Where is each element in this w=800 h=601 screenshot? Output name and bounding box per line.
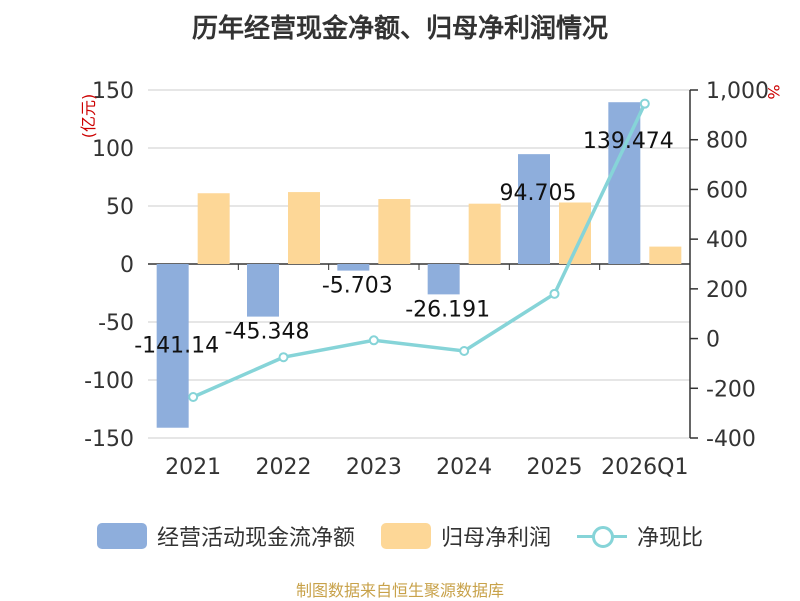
chart-title: 历年经营现金净额、归母净利润情况 <box>191 14 608 44</box>
bar-net-profit <box>288 192 320 264</box>
bar-cashflow <box>427 264 460 295</box>
x-tick-label: 2022 <box>256 455 312 480</box>
left-tick-label: 50 <box>106 195 134 220</box>
legend: 经营活动现金流净额 归母净利润 净现比 <box>0 516 800 556</box>
x-tick-label: 2023 <box>346 455 402 480</box>
bar-cashflow <box>247 264 279 317</box>
point-cash-ratio <box>278 352 289 363</box>
right-tick-label: 800 <box>706 129 748 154</box>
right-tick-label: -400 <box>706 427 756 452</box>
left-tick-label: -150 <box>84 427 134 452</box>
left-tick-label: -50 <box>98 311 134 336</box>
legend-swatch-cash-ratio <box>577 523 627 549</box>
point-cash-ratio <box>368 335 379 346</box>
right-axis-unit: % <box>764 84 783 99</box>
legend-label-cashflow: 经营活动现金流净额 <box>156 526 355 551</box>
point-cash-ratio <box>188 391 199 402</box>
x-tick-label: 2024 <box>436 455 492 480</box>
bar-net-profit <box>378 199 411 264</box>
point-cash-ratio <box>459 346 470 356</box>
x-tick-label: 2025 <box>527 455 583 480</box>
left-axis-unit: (亿元) <box>79 94 98 139</box>
bar-cashflow <box>337 264 370 271</box>
data-label-cashflow: 94.705 <box>500 181 577 206</box>
bar-layer <box>156 102 682 428</box>
bar-net-profit <box>559 202 591 264</box>
data-label-cashflow: -5.703 <box>322 274 393 299</box>
right-tick-label: 0 <box>706 328 720 353</box>
line-cash-ratio <box>192 102 647 399</box>
data-label-cashflow: -141.14 <box>134 334 219 359</box>
point-cash-ratio <box>549 288 560 299</box>
left-tick-label: 150 <box>92 79 134 104</box>
bar-cashflow <box>608 102 641 264</box>
right-tick-label: -200 <box>706 377 756 402</box>
bar-cashflow <box>156 264 189 428</box>
axis-layer: -150 -100 -50 0 50 100 150 -400 -200 0 200 400 600 80… <box>79 79 783 480</box>
left-tick-label: 100 <box>92 137 134 162</box>
legend-item-cash-ratio[interactable]: 净现比 <box>577 520 703 552</box>
legend-label-net-profit: 归母净利润 <box>440 526 551 551</box>
left-tick-label: -100 <box>84 369 134 394</box>
bar-net-profit <box>197 193 230 264</box>
legend-swatch-cashflow <box>96 523 147 549</box>
right-tick-label: 1,000 <box>706 79 769 104</box>
legend-item-cashflow[interactable]: 经营活动现金流净额 <box>96 520 355 552</box>
source-note: 制图数据来自恒生聚源数据库 <box>295 581 504 600</box>
label-layer: -141.14-45.348 -5.703 -26.191 94.705 139.474 <box>134 129 674 359</box>
data-label-cashflow: -45.348 <box>225 320 310 345</box>
x-tick-label: 2026Q1 <box>601 455 688 480</box>
right-tick-label: 600 <box>706 178 748 203</box>
right-tick-label: 400 <box>706 228 748 253</box>
data-label-cashflow: 139.474 <box>583 129 674 154</box>
legend-label-cash-ratio: 净现比 <box>637 526 704 551</box>
line-layer <box>188 98 650 402</box>
right-tick-label: 200 <box>706 278 748 303</box>
data-label-cashflow: -26.191 <box>405 297 490 322</box>
bar-net-profit <box>649 246 682 264</box>
point-cash-ratio <box>639 98 650 109</box>
x-tick-label: 2021 <box>165 455 221 480</box>
bar-cashflow <box>518 154 550 264</box>
bar-net-profit <box>468 203 501 264</box>
legend-swatch-net-profit <box>380 523 431 549</box>
left-tick-label: 0 <box>120 253 134 278</box>
legend-item-net-profit[interactable]: 归母净利润 <box>380 520 551 552</box>
